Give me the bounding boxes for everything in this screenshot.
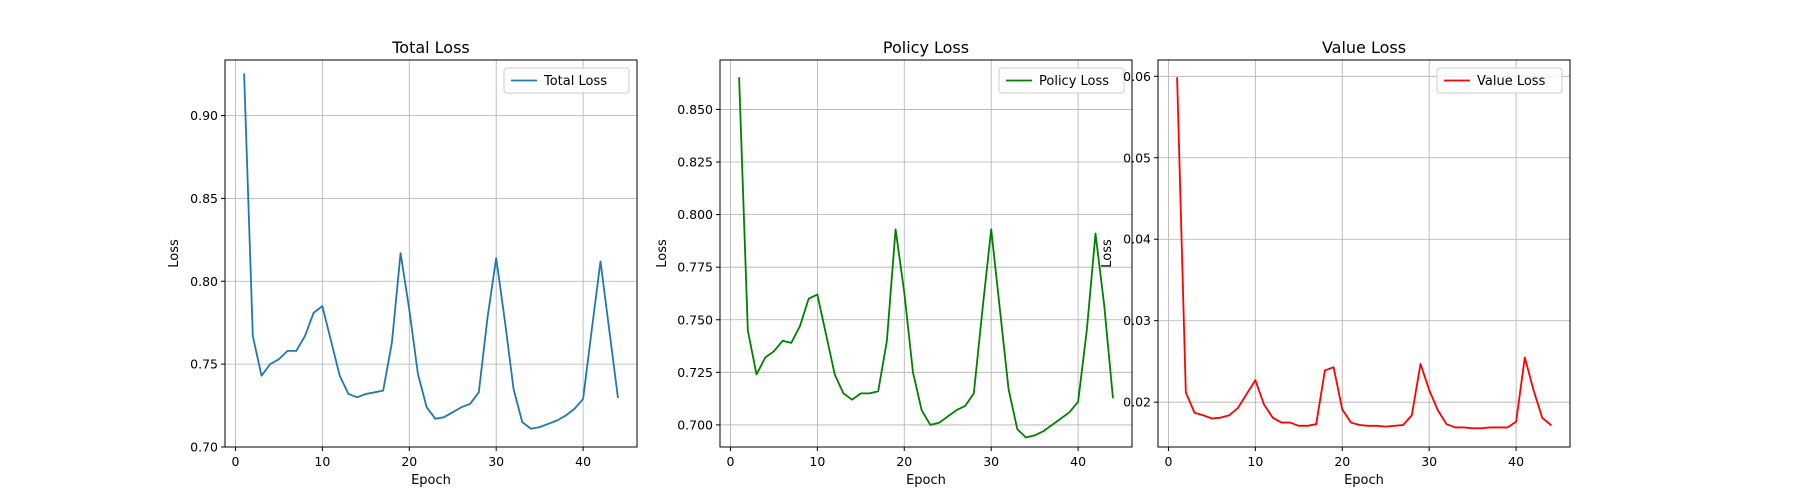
policy-loss-ytick-label: 0.825 [677, 155, 713, 170]
policy-loss-legend: Policy Loss [998, 67, 1125, 94]
total-loss-ytick-label: 0.90 [190, 108, 218, 123]
policy-loss-ytick-label: 0.725 [677, 365, 713, 380]
total-loss-ytick-label: 0.70 [190, 440, 218, 455]
value-loss-xtick-label: 30 [1421, 454, 1437, 469]
value-loss-xlabel: Epoch [1344, 473, 1384, 488]
total-loss-xtick-label: 30 [488, 454, 504, 469]
value-loss-title: Value Loss [1322, 38, 1406, 57]
policy-loss-series-line [738, 76, 1114, 439]
value-loss-xtick-label: 0 [1164, 454, 1172, 469]
policy-loss-chart: Policy Loss Epoch Loss 0 10 20 30 40 0.700 0.7… [655, 38, 1133, 488]
value-loss-ytick-label: 0.04 [1123, 232, 1151, 247]
policy-loss-xtick-label: 30 [983, 454, 999, 469]
total-loss-series-line [243, 73, 619, 430]
policy-loss-ytick-label: 0.700 [677, 417, 713, 432]
policy-loss-ytick-label: 0.850 [677, 102, 713, 117]
policy-loss-legend-label: Policy Loss [1039, 74, 1109, 89]
policy-loss-ytick-label: 0.750 [677, 312, 713, 327]
value-loss-ytick-label: 0.05 [1123, 150, 1151, 165]
total-loss-legend: Total Loss [503, 67, 630, 94]
value-loss-axes-frame [1157, 59, 1571, 448]
total-loss-xtick-label: 10 [314, 454, 330, 469]
policy-loss-title: Policy Loss [883, 38, 969, 57]
value-loss-series-line [1176, 77, 1552, 430]
total-loss-ytick-label: 0.85 [190, 191, 218, 206]
value-loss-ytick-label: 0.06 [1123, 69, 1151, 84]
total-loss-axes-frame [224, 59, 638, 448]
value-loss-ylabel: Loss [1100, 239, 1115, 268]
policy-loss-legend-box [998, 67, 1125, 94]
total-loss-title: Total Loss [391, 38, 470, 57]
total-loss-legend-box [503, 67, 630, 94]
total-loss-ytick-label: 0.80 [190, 274, 218, 289]
policy-loss-xtick-label: 20 [896, 454, 912, 469]
value-loss-xtick-label: 20 [1334, 454, 1350, 469]
total-loss-xtick-label: 20 [401, 454, 417, 469]
value-loss-xtick-label: 40 [1508, 454, 1524, 469]
value-loss-ytick-label: 0.03 [1123, 313, 1151, 328]
policy-loss-xtick-label: 10 [809, 454, 825, 469]
policy-loss-grid [720, 60, 1132, 447]
total-loss-xtick-label: 40 [575, 454, 591, 469]
value-loss-legend-box [1436, 67, 1563, 94]
value-loss-chart: Value Loss Epoch Loss 0 10 20 30 40 0.02 0.03 0… [1100, 38, 1571, 488]
total-loss-chart: Total Loss Epoch Loss 0 10 20 30 40 0.70 0.75 0… [167, 38, 638, 488]
policy-loss-xlabel: Epoch [906, 473, 946, 488]
total-loss-xlabel: Epoch [411, 473, 451, 488]
total-loss-ytick-label: 0.75 [190, 357, 218, 372]
value-loss-legend: Value Loss [1436, 67, 1563, 94]
value-loss-ytick-label: 0.02 [1123, 395, 1151, 410]
total-loss-legend-label: Total Loss [543, 74, 607, 89]
total-loss-ylabel: Loss [167, 239, 182, 268]
policy-loss-xtick-label: 40 [1070, 454, 1086, 469]
policy-loss-axes-frame [719, 59, 1133, 448]
policy-loss-ytick-label: 0.800 [677, 207, 713, 222]
policy-loss-ylabel: Loss [655, 239, 670, 268]
value-loss-legend-label: Value Loss [1477, 74, 1546, 89]
value-loss-xtick-label: 10 [1247, 454, 1263, 469]
policy-loss-xtick-label: 0 [726, 454, 734, 469]
total-loss-xtick-label: 0 [231, 454, 239, 469]
policy-loss-ytick-label: 0.775 [677, 260, 713, 275]
